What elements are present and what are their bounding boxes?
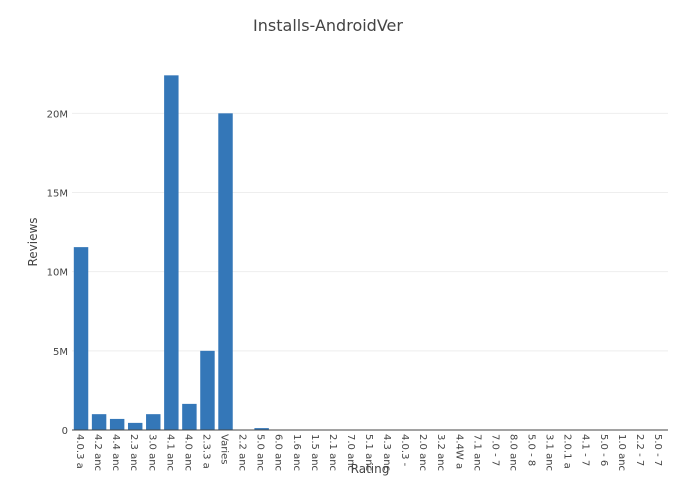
x-axis-title: Rating — [351, 462, 390, 476]
x-tick-label: 4.2 anc — [92, 434, 103, 471]
x-tick-label: 4.1 - 7 — [580, 434, 591, 466]
bar — [164, 75, 178, 430]
x-tick-label: 6.0 anc — [273, 434, 284, 471]
x-tick-label: 3.1 anc — [544, 434, 555, 471]
x-tick-label: 7.0 - 7 — [489, 434, 500, 466]
x-tick-label: 2.1 anc — [327, 434, 338, 471]
x-tick-label: 1.5 anc — [309, 434, 320, 471]
x-tick-label: 4.4W a — [453, 434, 464, 469]
x-tick-label: 3.0 anc — [146, 434, 157, 471]
x-tick-label: 4.1 anc — [164, 434, 175, 471]
y-tick-layer: 0 5M 10M 15M 20M — [47, 109, 68, 437]
x-tick-label: 5.0 - 7 — [652, 434, 663, 466]
x-tick-label: 2.0 anc — [417, 434, 428, 471]
x-tick-label: 2.2 anc — [237, 434, 248, 471]
x-tick-label: 1.6 anc — [291, 434, 302, 471]
y-tick-label: 10M — [47, 268, 68, 279]
bar — [92, 414, 106, 430]
bar-layer — [74, 75, 666, 430]
x-tick-label: 4.0.3 - — [399, 434, 410, 467]
y-tick-label: 15M — [47, 189, 68, 200]
x-tick-label: 5.0 anc — [255, 434, 266, 471]
bar — [200, 351, 214, 430]
y-tick-label: 0 — [62, 426, 68, 437]
y-tick-label: 5M — [53, 347, 68, 358]
bar — [110, 419, 124, 430]
x-tick-label: 3.2 anc — [435, 434, 446, 471]
x-tick-label: 2.3 anc — [128, 434, 139, 471]
x-tick-label: Varies — [219, 434, 230, 464]
x-tick-label: 2.3.3 a — [200, 434, 211, 469]
x-tick-label: 5.0 - 6 — [598, 434, 609, 466]
chart-title: Installs-AndroidVer — [253, 16, 403, 35]
bar — [218, 113, 232, 430]
x-tick-label: 7.1 anc — [471, 434, 482, 471]
bar — [182, 404, 196, 430]
x-tick-label: 1.0 anc — [616, 434, 627, 471]
x-tick-label: 2.2 - 7 — [634, 434, 645, 466]
grid-layer — [72, 113, 668, 351]
x-tick-label: 2.0.1 a — [562, 434, 573, 469]
y-tick-label: 20M — [47, 109, 68, 120]
bar — [146, 414, 160, 430]
x-tick-label: 4.0 anc — [182, 434, 193, 471]
y-axis-title: Reviews — [26, 217, 40, 266]
bar — [128, 423, 142, 430]
bar — [74, 247, 88, 430]
x-tick-label: 5.0 - 8 — [526, 434, 537, 466]
x-tick-label: 4.4 anc — [110, 434, 121, 471]
x-tick-label: 8.0 anc — [507, 434, 518, 471]
x-tick-label: 4.0.3 a — [74, 434, 85, 469]
